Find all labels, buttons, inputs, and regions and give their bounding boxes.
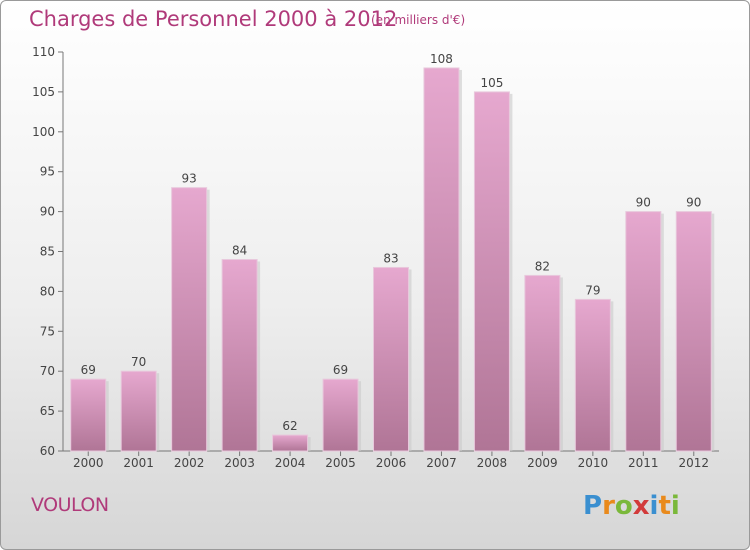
logo-letter: P [583, 491, 603, 521]
bar-value-label: 69 [333, 363, 348, 377]
logo-letter: o [614, 491, 633, 521]
bar-value-label: 90 [636, 196, 651, 210]
bar [221, 258, 258, 452]
bar [272, 434, 309, 452]
logo-letter: t [658, 491, 671, 521]
y-tick-label: 75 [40, 324, 55, 338]
x-tick-label: 2002 [174, 456, 205, 470]
x-tick-label: 2004 [275, 456, 306, 470]
bar-value-label: 79 [585, 283, 600, 297]
bar [171, 187, 208, 452]
y-tick-label: 90 [40, 205, 55, 219]
bar-value-label: 69 [81, 363, 96, 377]
logo-letter: i [670, 491, 680, 521]
bar-value-label: 70 [131, 355, 146, 369]
x-tick-label: 2010 [578, 456, 609, 470]
bar-value-label: 82 [535, 259, 550, 273]
bar-value-label: 105 [480, 76, 503, 90]
y-tick-label: 60 [40, 444, 55, 458]
bar [524, 274, 561, 452]
bar [423, 67, 460, 452]
y-tick-label: 65 [40, 404, 55, 418]
x-tick-label: 2011 [628, 456, 659, 470]
bar-value-label: 93 [182, 172, 197, 186]
bar [373, 266, 409, 452]
y-tick-label: 110 [32, 45, 55, 59]
bar-value-label: 83 [383, 251, 398, 265]
proxiti-logo: Proxiti [583, 491, 680, 521]
logo-letter: x [632, 491, 650, 521]
x-tick-label: 2001 [123, 456, 154, 470]
y-tick-label: 105 [32, 85, 55, 99]
y-tick-label: 95 [40, 165, 55, 179]
bar-value-label: 84 [232, 243, 247, 257]
y-tick-label: 85 [40, 245, 55, 259]
bar-value-label: 62 [282, 419, 297, 433]
x-tick-label: 2003 [224, 456, 255, 470]
logo-letter: r [602, 491, 615, 521]
x-tick-label: 2009 [527, 456, 558, 470]
chart-title: Charges de Personnel 2000 à 2012 [29, 7, 398, 31]
bar-value-label: 108 [430, 52, 453, 66]
bar [675, 211, 712, 452]
bar [120, 370, 157, 452]
bar [473, 91, 510, 452]
logo-letter: i [649, 491, 659, 521]
bar-value-label: 90 [686, 196, 701, 210]
x-tick-label: 2008 [477, 456, 508, 470]
x-tick-label: 2000 [73, 456, 104, 470]
bar [574, 298, 611, 452]
commune-name: VOULON [31, 494, 109, 516]
x-tick-label: 2005 [325, 456, 356, 470]
x-tick-label: 2006 [376, 456, 407, 470]
bar [322, 378, 359, 452]
bar [70, 378, 107, 452]
bar [625, 211, 662, 452]
x-tick-label: 2012 [678, 456, 709, 470]
chart-subtitle: (en milliers d'€) [371, 13, 466, 27]
x-tick-label: 2007 [426, 456, 457, 470]
y-tick-label: 80 [40, 284, 55, 298]
y-tick-label: 100 [32, 125, 55, 139]
y-tick-label: 70 [40, 364, 55, 378]
